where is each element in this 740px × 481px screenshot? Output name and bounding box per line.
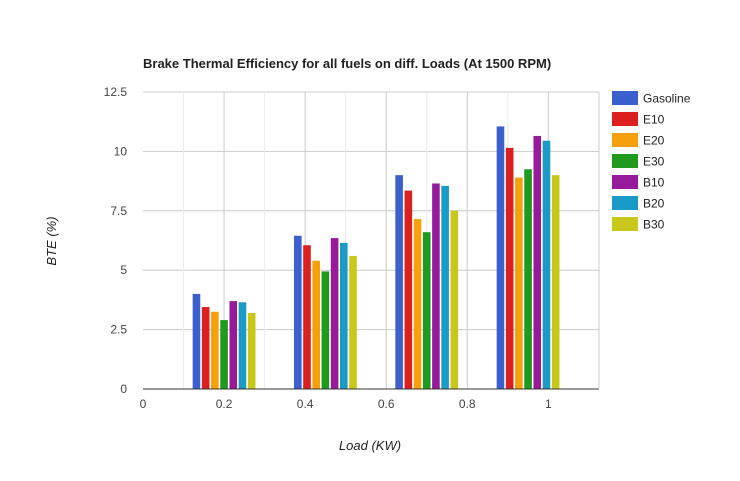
x-tick-label: 0.4	[297, 397, 314, 411]
bar-e10-1	[303, 245, 311, 389]
bar-e10-3	[505, 147, 514, 389]
legend-label-b10: B10	[643, 176, 665, 190]
bars	[192, 126, 560, 389]
legend-label-b20: B20	[643, 197, 665, 211]
x-tick-label: 1	[545, 397, 552, 411]
bar-b30-3	[551, 175, 560, 389]
bar-b10-2	[432, 183, 440, 389]
legend-swatch-b30	[612, 217, 638, 231]
bar-b10-0	[229, 301, 238, 389]
legend-swatch-b20	[612, 196, 638, 210]
legend-swatch-gasoline	[612, 91, 638, 105]
bar-e10-0	[201, 307, 210, 389]
bar-e30-2	[422, 232, 431, 389]
bar-e20-0	[211, 311, 219, 389]
bar-b10-1	[330, 238, 339, 389]
legend-swatch-b10	[612, 175, 638, 189]
bar-e20-2	[413, 219, 422, 389]
y-tick-label: 12.5	[104, 85, 128, 99]
bar-b30-1	[349, 255, 357, 389]
bar-b20-3	[542, 140, 551, 389]
bar-e20-3	[515, 177, 523, 389]
legend-label-e20: E20	[643, 134, 665, 148]
bar-gasoline-0	[192, 293, 201, 389]
legend-swatch-e20	[612, 133, 638, 147]
bar-e10-2	[404, 190, 413, 389]
x-tick-label: 0	[140, 397, 147, 411]
bar-gasoline-1	[294, 235, 302, 389]
x-tick-label: 0.6	[378, 397, 395, 411]
axes	[143, 92, 600, 390]
y-tick-label: 10	[114, 144, 128, 158]
legend: Gasoline E10 E20 E30 B10 B20 B30	[612, 91, 691, 232]
bar-b10-3	[533, 135, 542, 389]
x-axis-ticks: 0 0.2 0.4 0.6 0.8 1	[140, 397, 552, 411]
chart-title: Brake Thermal Efficiency for all fuels o…	[143, 56, 551, 71]
bar-b20-1	[340, 242, 348, 389]
bar-b30-0	[247, 312, 256, 389]
bar-e30-0	[220, 320, 228, 389]
legend-label-e30: E30	[643, 155, 665, 169]
legend-label-gasoline: Gasoline	[643, 92, 691, 106]
y-axis-ticks: 0 2.5 5 7.5 10 12.5	[104, 85, 128, 396]
x-axis-title: Load (KW)	[339, 438, 401, 453]
y-tick-label: 5	[120, 263, 127, 277]
y-tick-label: 7.5	[110, 204, 127, 218]
y-tick-label: 2.5	[110, 323, 127, 337]
y-axis-title: BTE (%)	[44, 216, 59, 265]
bar-e30-3	[524, 169, 532, 389]
y-tick-label: 0	[120, 382, 127, 396]
legend-swatch-e10	[612, 112, 638, 126]
bar-b20-0	[238, 302, 247, 389]
legend-label-b30: B30	[643, 218, 665, 232]
bar-e30-1	[321, 271, 330, 389]
x-tick-label: 0.8	[459, 397, 476, 411]
legend-label-e10: E10	[643, 113, 665, 127]
x-tick-label: 0.2	[216, 397, 233, 411]
bar-gasoline-2	[395, 175, 403, 389]
legend-swatch-e30	[612, 154, 638, 168]
bar-b30-2	[450, 210, 459, 389]
bar-gasoline-3	[496, 126, 505, 389]
bar-b20-2	[441, 185, 449, 389]
bar-e20-1	[312, 260, 320, 389]
